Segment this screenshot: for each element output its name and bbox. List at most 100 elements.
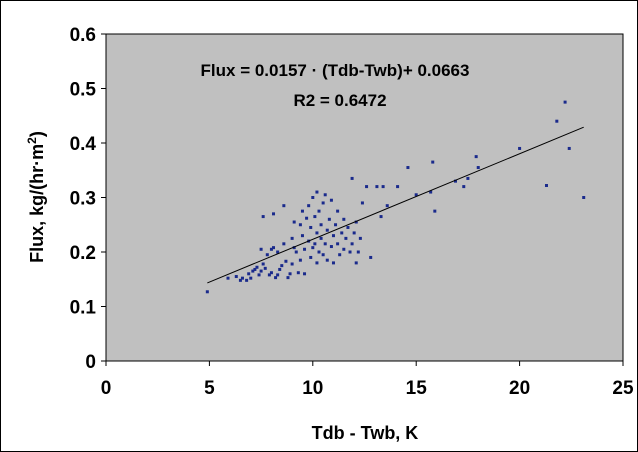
data-point xyxy=(365,185,369,189)
data-point xyxy=(261,215,265,219)
data-point xyxy=(336,209,340,213)
data-point xyxy=(282,204,286,208)
data-point xyxy=(567,146,571,150)
data-point xyxy=(315,190,319,194)
data-point xyxy=(319,236,323,240)
data-point xyxy=(276,250,280,254)
data-point xyxy=(462,185,466,189)
data-point xyxy=(518,146,522,150)
y-tick-label: 0.6 xyxy=(70,25,96,46)
data-point xyxy=(346,225,350,229)
data-point xyxy=(321,201,325,205)
data-point xyxy=(245,278,249,282)
x-tick-label: 20 xyxy=(509,378,530,399)
data-point xyxy=(255,265,259,269)
y-tick-label: 0.2 xyxy=(70,243,96,264)
data-point xyxy=(555,119,559,123)
data-point xyxy=(286,276,290,280)
data-point xyxy=(300,234,304,238)
data-point xyxy=(342,217,346,221)
y-tick-label: 0.1 xyxy=(70,298,97,319)
data-point xyxy=(466,176,470,180)
data-point xyxy=(453,179,457,183)
data-point xyxy=(360,201,364,205)
data-point xyxy=(274,276,278,280)
data-point xyxy=(313,242,317,246)
y-axis-ticks: 0 0.1 0.2 0.3 0.4 0.5 0.6 xyxy=(70,25,106,373)
y-tick-label: 0.4 xyxy=(70,134,97,155)
data-point xyxy=(276,273,280,277)
data-point xyxy=(249,276,253,280)
data-point xyxy=(431,160,435,164)
data-point xyxy=(267,273,271,277)
data-point xyxy=(269,271,273,275)
data-point xyxy=(298,223,302,227)
data-point xyxy=(307,204,311,208)
data-point xyxy=(379,215,383,219)
data-point xyxy=(284,259,288,263)
data-point xyxy=(358,236,362,240)
data-point xyxy=(476,166,480,170)
trendline xyxy=(207,126,584,284)
data-point xyxy=(348,250,352,254)
data-point xyxy=(342,247,346,251)
data-point xyxy=(381,185,385,189)
data-point xyxy=(288,272,292,276)
data-point xyxy=(265,253,269,257)
data-point xyxy=(429,190,433,194)
data-point xyxy=(311,196,315,199)
data-point xyxy=(317,250,321,254)
data-point xyxy=(311,246,315,250)
data-point xyxy=(325,258,329,262)
data-point xyxy=(294,250,298,254)
x-tick-label: 10 xyxy=(302,378,323,399)
equation-label: Flux = 0.0157 · (Tdb-Twb)+ 0.0663 xyxy=(201,61,470,80)
y-tick-label: 0 xyxy=(85,352,96,373)
data-point xyxy=(251,269,255,273)
data-point xyxy=(272,246,276,250)
x-axis-ticks: 0 5 10 15 20 25 xyxy=(101,361,634,399)
x-axis-title: Tdb - Twb, K xyxy=(312,423,419,443)
data-point xyxy=(315,261,319,265)
x-tick-label: 15 xyxy=(406,378,428,399)
data-point xyxy=(309,225,313,229)
data-point xyxy=(323,242,327,246)
plot-area xyxy=(105,33,624,362)
data-point xyxy=(350,242,354,246)
data-point xyxy=(563,100,567,104)
data-point xyxy=(313,215,317,219)
data-point xyxy=(263,266,267,270)
y-tick-label: 0.5 xyxy=(70,80,97,101)
data-point xyxy=(344,236,348,240)
data-point xyxy=(396,185,400,189)
data-point xyxy=(315,231,319,235)
data-point xyxy=(474,155,478,159)
data-point xyxy=(331,234,335,238)
data-point xyxy=(544,184,548,188)
data-point xyxy=(329,245,333,249)
data-point xyxy=(327,217,331,221)
data-point xyxy=(433,209,437,213)
data-point xyxy=(300,209,304,213)
data-point xyxy=(325,228,329,232)
y-axis-title-sup: 2 xyxy=(25,137,39,144)
data-point xyxy=(234,275,238,279)
data-point xyxy=(226,276,230,280)
data-point xyxy=(317,209,321,213)
data-point xyxy=(338,253,342,257)
data-point xyxy=(298,258,302,262)
data-point xyxy=(323,193,327,197)
y-tick-label: 0.3 xyxy=(70,189,96,210)
data-point xyxy=(406,166,410,170)
data-point xyxy=(369,255,373,259)
data-point xyxy=(385,204,389,208)
data-point xyxy=(290,262,294,266)
data-point xyxy=(375,185,379,189)
data-point xyxy=(272,212,276,216)
data-point xyxy=(354,261,358,265)
y-axis-title-main: Flux, kg/(hr·m xyxy=(27,144,47,263)
data-point xyxy=(296,271,300,275)
data-point xyxy=(290,236,294,240)
data-point xyxy=(319,223,323,227)
